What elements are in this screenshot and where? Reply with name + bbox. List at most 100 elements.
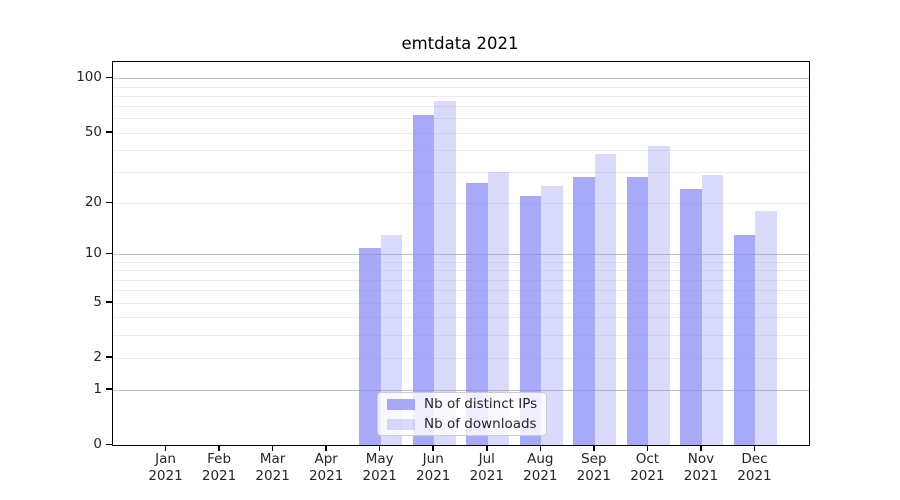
minor-gridline (113, 86, 809, 88)
bar-downloads-Jun (434, 100, 456, 445)
plot-area (112, 61, 810, 446)
x-tick-label: Jul 2021 (459, 451, 515, 484)
legend-swatch-downloads (387, 418, 415, 430)
y-tick-label: 50 (84, 123, 102, 140)
x-tick-label: Apr 2021 (298, 451, 354, 484)
bar-distinct-ips-Oct (626, 177, 649, 445)
y-tick-mark (106, 131, 112, 133)
x-tick-label: Dec 2021 (726, 451, 782, 484)
x-tick-year: 2021 (148, 467, 183, 484)
x-tick-year: 2021 (576, 467, 612, 484)
x-tick-mark (271, 445, 274, 451)
y-tick-mark (106, 301, 112, 303)
minor-gridline (113, 317, 809, 319)
minor-gridline (113, 118, 809, 120)
legend-label-downloads: Nb of downloads (424, 416, 537, 432)
y-tick-label: 100 (76, 69, 102, 86)
x-tick-mark (646, 445, 649, 451)
minor-gridline (113, 262, 809, 264)
legend: Nb of distinct IPs Nb of downloads (377, 392, 547, 436)
major-gridline (113, 389, 809, 391)
y-tick-mark (106, 76, 112, 79)
minor-gridline (113, 149, 809, 151)
bar-downloads-Aug (541, 186, 563, 445)
x-tick-label: Feb 2021 (191, 451, 247, 484)
x-tick-label: May 2021 (352, 451, 408, 484)
x-tick-month: Dec (741, 451, 768, 467)
legend-swatch-distinct-ips (387, 398, 415, 410)
x-tick-label: Mar 2021 (245, 451, 301, 484)
bar-downloads-Jul (487, 172, 510, 445)
minor-gridline (113, 334, 809, 336)
x-tick-year: 2021 (737, 467, 772, 484)
x-tick-year: 2021 (308, 467, 344, 484)
x-tick-mark (700, 445, 702, 451)
bar-downloads-Oct (648, 146, 670, 445)
y-tick-mark (106, 356, 112, 358)
x-tick-mark (432, 445, 434, 451)
y-tick-label: 2 (93, 348, 102, 365)
legend-label-distinct-ips: Nb of distinct IPs (424, 396, 538, 412)
x-tick-label: Sep 2021 (566, 451, 622, 484)
bar-distinct-ips-Sep (573, 177, 595, 445)
bar-distinct-ips-May (359, 247, 381, 445)
x-tick-month: Aug (527, 451, 554, 467)
major-gridline (113, 254, 809, 256)
minor-gridline (113, 95, 809, 97)
x-tick-label: Aug 2021 (512, 451, 568, 484)
minor-gridline (113, 106, 809, 108)
x-tick-mark (164, 445, 167, 451)
minor-gridline (113, 279, 809, 281)
bar-distinct-ips-Dec (733, 235, 756, 445)
x-tick-year: 2021 (630, 467, 665, 484)
x-tick-month: Jul (478, 451, 495, 467)
minor-gridline (113, 270, 809, 272)
x-tick-month: Oct (635, 451, 660, 467)
bar-distinct-ips-Aug (519, 195, 542, 445)
y-tick-mark (106, 388, 112, 390)
minor-gridline (113, 357, 809, 359)
x-tick-mark (378, 445, 381, 451)
chart-title: emtdata 2021 (401, 34, 519, 53)
x-tick-mark (325, 445, 327, 451)
legend-entry-downloads: Nb of downloads (378, 416, 546, 433)
bar-distinct-ips-Nov (680, 189, 702, 445)
y-tick-mark (106, 201, 112, 204)
bar-distinct-ips-Jul (466, 183, 488, 445)
minor-gridline (113, 302, 809, 304)
bar-downloads-Dec (755, 211, 777, 445)
x-tick-year: 2021 (683, 467, 719, 484)
x-tick-month: Mar (259, 451, 286, 467)
x-tick-month: Sep (581, 451, 607, 467)
minor-gridline (113, 203, 809, 205)
x-tick-mark (593, 445, 595, 451)
x-tick-mark (486, 445, 488, 451)
y-tick-mark (106, 252, 112, 255)
x-tick-label: Jan 2021 (138, 451, 194, 484)
x-tick-month: Jun (422, 451, 444, 467)
x-tick-month: Jan (155, 451, 176, 467)
x-tick-month: Feb (207, 451, 232, 467)
x-tick-mark (539, 445, 542, 451)
x-tick-month: Nov (687, 451, 715, 467)
y-tick-label: 10 (84, 245, 102, 262)
bar-distinct-ips-Jun (412, 114, 435, 445)
y-tick-label: 1 (93, 380, 102, 397)
minor-gridline (113, 132, 809, 134)
x-tick-label: Jun 2021 (405, 451, 461, 484)
x-tick-year: 2021 (362, 467, 397, 484)
major-gridline (113, 78, 809, 80)
x-tick-year: 2021 (469, 467, 504, 484)
x-tick-year: 2021 (201, 467, 237, 484)
y-tick-label: 0 (93, 436, 102, 452)
minor-gridline (113, 172, 809, 174)
x-tick-year: 2021 (416, 467, 451, 484)
bar-downloads-Nov (701, 174, 724, 445)
x-tick-mark (218, 445, 220, 451)
y-tick-label: 5 (93, 293, 102, 310)
x-tick-month: May (365, 451, 394, 467)
x-tick-year: 2021 (523, 467, 558, 484)
y-tick-mark (106, 443, 112, 445)
x-tick-mark (753, 445, 756, 451)
